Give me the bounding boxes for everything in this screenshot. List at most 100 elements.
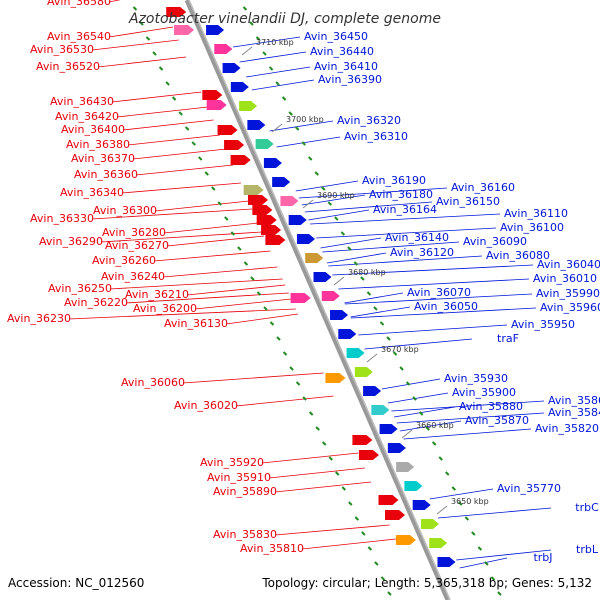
gene-arrow-forward: [288, 215, 307, 225]
tick-dot: [399, 366, 404, 371]
tick-dot: [268, 66, 274, 71]
right-leader: [301, 194, 366, 206]
left-gene-label: Avin_36530: [30, 43, 94, 56]
gene-arrow-reverse: [243, 185, 264, 195]
gene-arrow-forward: [379, 424, 398, 434]
tick-dot: [281, 96, 287, 101]
gene-arrow-reverse: [290, 293, 311, 303]
right-leader: [308, 209, 370, 221]
gene-arrow-reverse: [217, 125, 238, 135]
tick-dot: [249, 21, 254, 26]
kbp-label: 3680 kbp: [348, 268, 386, 277]
left-gene-label: Avin_36580: [47, 0, 111, 8]
tick-dot: [158, 66, 164, 71]
kbp-tick: [333, 276, 345, 286]
genome-backbone: [184, 0, 451, 600]
tick-dot: [374, 561, 379, 566]
right-gene-label: Avin_35960: [540, 301, 600, 314]
left-leader: [100, 231, 263, 243]
right-gene-label: Avin_35900: [452, 386, 516, 399]
gene-arrow-forward: [346, 348, 365, 358]
left-leader: [301, 538, 396, 550]
gene-arrow-forward: [321, 291, 340, 301]
left-leader: [235, 395, 334, 407]
gene-arrow-forward: [437, 557, 456, 567]
gene-arrow-forward: [371, 405, 390, 415]
kbp-labels: 3710 kbp 3700 kbp 3690 kbp 3680 kbp 3670 kbp…: [241, 38, 489, 515]
right-gene-label: trbC: [575, 501, 599, 514]
right-leader: [276, 136, 341, 148]
left-gene-label: Avin_36240: [101, 270, 165, 283]
left-leader: [261, 452, 359, 464]
right-leader: [396, 412, 545, 424]
gene-arrow-forward: [214, 44, 233, 54]
gene-arrow-forward: [354, 367, 373, 377]
gene-arrow-reverse: [395, 535, 416, 545]
gene-arrow-reverse: [358, 450, 379, 460]
gene-arrow-reverse: [206, 100, 227, 110]
gene-arrow-reverse: [224, 140, 245, 150]
kbp-tick: [241, 46, 253, 56]
right-gene-label: Avin_36450: [304, 30, 368, 43]
tick-dot: [386, 336, 391, 341]
tick-dot: [347, 246, 352, 251]
left-gene-label: Avin_36290: [39, 235, 103, 248]
tick-dot: [275, 81, 280, 86]
kbp-label: 3650 kbp: [451, 497, 489, 506]
gene-arrow-forward: [396, 462, 415, 472]
gene-arrow-forward: [280, 196, 299, 206]
tick-dot: [471, 531, 476, 536]
tick-dot: [282, 351, 288, 356]
tick-dot: [321, 186, 326, 191]
right-gene-label: Avin_36010: [533, 272, 597, 285]
left-leader: [108, 0, 121, 3]
tick-dot: [237, 246, 242, 251]
left-leader: [109, 278, 283, 290]
gene-arrow-forward: [429, 538, 448, 548]
right-gene-label: traF: [497, 332, 519, 345]
tick-dot: [289, 366, 294, 371]
right-gene-label: Avin_36050: [414, 300, 478, 313]
right-leader: [400, 420, 462, 432]
left-gene-label: Avin_36340: [60, 186, 124, 199]
right-gene-label: Avin_35880: [459, 400, 523, 413]
left-leader: [132, 148, 227, 160]
right-leader: [459, 557, 508, 569]
gene-arrow-reverse: [385, 510, 406, 520]
tick-dot: [387, 591, 392, 596]
backbone-highlight: [188, 0, 451, 600]
right-gene-label: Avin_36040: [537, 258, 600, 271]
left-leader: [121, 182, 241, 194]
right-leader: [322, 241, 460, 253]
right-leader: [437, 507, 552, 519]
right-gene-labels: Avin_36450 Avin_36440 Avin_36410Avin_36390…: [304, 30, 600, 564]
left-gene-label: Avin_36300: [93, 204, 157, 217]
right-leader: [328, 255, 483, 267]
tick-dot: [412, 396, 417, 401]
right-gene-label: Avin_35930: [444, 372, 508, 385]
left-leader: [122, 119, 214, 131]
right-leader: [320, 237, 382, 249]
right-gene-label: Avin_36164: [373, 203, 437, 216]
right-leader: [429, 488, 494, 500]
gene-arrow-forward: [247, 120, 266, 130]
gene-arrow-reverse: [202, 90, 223, 100]
right-leader: [364, 338, 473, 350]
right-gene-label: Avin_36150: [436, 195, 500, 208]
tick-dot: [366, 291, 372, 296]
tick-dot: [379, 321, 385, 326]
right-leader: [332, 264, 534, 276]
left-leader: [274, 481, 372, 493]
tick-dot: [255, 36, 261, 41]
right-leader: [381, 378, 441, 390]
tick-dot: [425, 426, 430, 431]
right-leader: [233, 36, 301, 48]
left-gene-label: Avin_36420: [55, 110, 119, 123]
tick-dot: [269, 321, 275, 326]
left-gene-label: Avin_35910: [207, 471, 271, 484]
tick-dot: [373, 306, 378, 311]
gene-features: [166, 7, 456, 567]
gene-arrow-forward: [412, 500, 431, 510]
tick-dot: [302, 396, 307, 401]
